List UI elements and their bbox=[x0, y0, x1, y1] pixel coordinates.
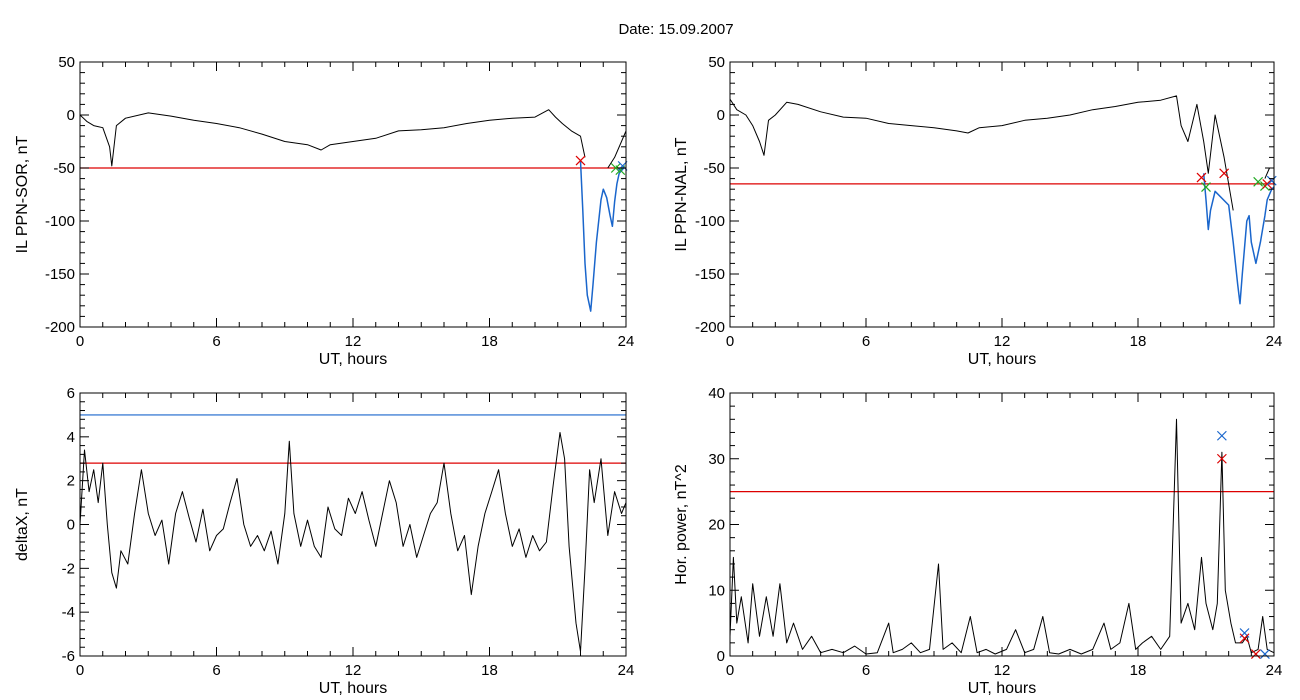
y-tick-label: 2 bbox=[67, 473, 75, 490]
series-line bbox=[1202, 173, 1274, 305]
plot-frame bbox=[729, 392, 1275, 657]
x-tick-label: 12 bbox=[994, 662, 1011, 679]
event-marker bbox=[1253, 176, 1264, 187]
y-tick-label: -50 bbox=[703, 160, 725, 177]
y-tick-label: -100 bbox=[695, 213, 725, 230]
event-marker bbox=[1260, 649, 1270, 659]
y-tick-label: 20 bbox=[708, 517, 725, 534]
x-tick-label: 18 bbox=[481, 662, 498, 679]
y-axis-label: IL PPN-SOR, nT bbox=[14, 135, 31, 253]
y-tick-label: -100 bbox=[45, 213, 75, 230]
y-tick-label: 6 bbox=[67, 385, 75, 402]
x-axis-label: UT, hours bbox=[968, 680, 1036, 697]
y-tick-label: 50 bbox=[58, 54, 75, 71]
x-tick-label: 6 bbox=[862, 333, 870, 350]
x-tick-label: 18 bbox=[1130, 333, 1147, 350]
plot-frame bbox=[79, 61, 627, 328]
event-marker bbox=[1216, 430, 1227, 441]
y-axis-label: deltaX, nT bbox=[14, 488, 31, 561]
y-tick-label: -6 bbox=[62, 648, 75, 665]
y-tick-label: 0 bbox=[717, 107, 725, 124]
y-tick-label: 30 bbox=[708, 451, 725, 468]
y-tick-label: -150 bbox=[45, 266, 75, 283]
series-line bbox=[1264, 167, 1274, 179]
y-tick-label: -200 bbox=[695, 319, 725, 336]
series-line bbox=[730, 95, 1234, 211]
y-tick-label: -150 bbox=[695, 266, 725, 283]
series-line bbox=[80, 109, 586, 167]
x-tick-label: 18 bbox=[1130, 662, 1147, 679]
event-marker bbox=[1262, 178, 1273, 189]
event-marker bbox=[1216, 453, 1227, 464]
event-marker bbox=[1250, 649, 1261, 659]
chart-panel-sor: 0 6 12 18 24 -200 -150 -100 -50 0 50 UT, hours IL PP… bbox=[14, 54, 634, 368]
y-tick-label: -50 bbox=[53, 160, 75, 177]
x-tick-label: 0 bbox=[76, 662, 84, 679]
chart-panel-nal: 0 6 12 18 24 -200 -150 -100 -50 0 50 UT, hours IL PP… bbox=[673, 54, 1282, 368]
y-tick-label: 40 bbox=[708, 385, 725, 402]
x-axis-label: UT, hours bbox=[319, 351, 387, 368]
x-tick-label: 12 bbox=[345, 662, 362, 679]
x-tick-label: 12 bbox=[345, 333, 362, 350]
x-tick-label: 18 bbox=[481, 333, 498, 350]
x-tick-label: 24 bbox=[1266, 662, 1283, 679]
y-tick-label: -200 bbox=[45, 319, 75, 336]
y-tick-label: 4 bbox=[67, 429, 75, 446]
x-tick-label: 12 bbox=[994, 333, 1011, 350]
y-tick-label: -2 bbox=[62, 560, 75, 577]
x-tick-label: 6 bbox=[212, 662, 220, 679]
y-axis-label: Hor. power, nT^2 bbox=[673, 464, 690, 585]
y-tick-label: 0 bbox=[67, 517, 75, 534]
y-tick-label: 0 bbox=[717, 648, 725, 665]
event-marker bbox=[1201, 182, 1211, 193]
event-marker bbox=[1239, 633, 1250, 644]
event-marker bbox=[1219, 168, 1230, 179]
plot-frame bbox=[79, 392, 627, 657]
x-axis-label: UT, hours bbox=[319, 680, 387, 697]
y-tick-label: 0 bbox=[67, 107, 75, 124]
event-marker bbox=[575, 155, 586, 166]
event-marker bbox=[1196, 172, 1207, 183]
x-tick-label: 6 bbox=[212, 333, 220, 350]
x-tick-label: 24 bbox=[1266, 333, 1283, 350]
y-tick-label: 10 bbox=[708, 582, 725, 599]
x-tick-label: 6 bbox=[862, 662, 870, 679]
y-tick-label: -4 bbox=[62, 604, 75, 621]
x-tick-label: 0 bbox=[726, 333, 734, 350]
x-tick-label: 0 bbox=[76, 333, 84, 350]
event-marker bbox=[1239, 628, 1250, 638]
plot-frame bbox=[729, 61, 1275, 328]
y-tick-label: 50 bbox=[708, 54, 725, 71]
figure-title: Date: 15.09.2007 bbox=[618, 21, 733, 38]
x-tick-label: 24 bbox=[618, 333, 635, 350]
series-line bbox=[579, 160, 625, 312]
x-axis-label: UT, hours bbox=[968, 351, 1036, 368]
event-marker bbox=[1266, 175, 1277, 186]
chart-panel-power: 0 6 12 18 24 0 10 20 30 40 UT, hours Hor. power, nT… bbox=[673, 385, 1282, 697]
x-tick-label: 24 bbox=[618, 662, 635, 679]
x-tick-label: 0 bbox=[726, 662, 734, 679]
series-line bbox=[80, 432, 626, 653]
series-line bbox=[730, 418, 1274, 655]
y-axis-label: IL PPN-NAL, nT bbox=[673, 137, 690, 251]
